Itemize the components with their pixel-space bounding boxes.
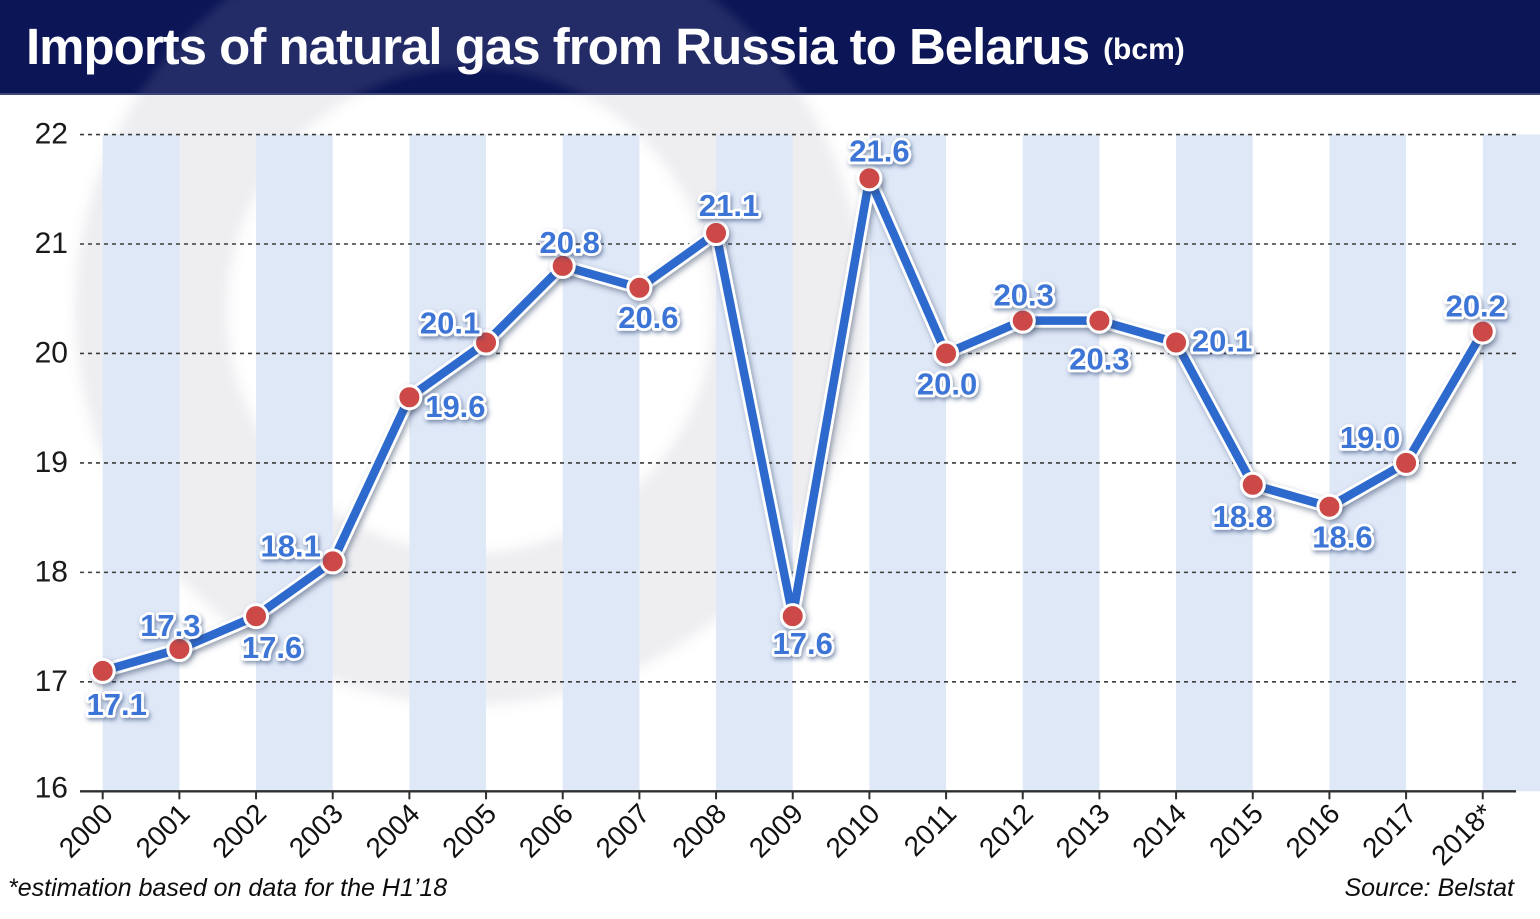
data-label-2017: 19.0	[1340, 420, 1400, 455]
y-tick-label: 20	[35, 336, 68, 369]
x-tick-label: 2018*	[1425, 798, 1499, 872]
x-tick-label: 2010	[820, 798, 886, 864]
title-text: Imports of natural gas from Russia to Be…	[26, 18, 1090, 75]
data-label-2003: 18.1	[261, 528, 321, 563]
data-point-2010	[856, 165, 883, 192]
x-tick-label: 2006	[513, 798, 579, 864]
x-tick-label: 2017	[1356, 798, 1422, 864]
x-tick-label: 2008	[666, 798, 732, 864]
x-tick-label: 2001	[130, 798, 196, 864]
y-tick-label: 21	[35, 227, 68, 260]
header-bar: Imports of natural gas from Russia to Be…	[0, 0, 1540, 95]
data-label-2016: 18.6	[1312, 520, 1372, 555]
x-tick-label: 2013	[1050, 798, 1116, 864]
x-tick-label: 2014	[1126, 798, 1192, 864]
data-label-2002: 17.6	[242, 630, 302, 665]
data-label-2012: 20.3	[994, 278, 1054, 313]
y-tick-label: 22	[35, 118, 68, 151]
footnote: *estimation based on data for the H1’18	[8, 874, 448, 902]
x-tick-label: 2016	[1280, 798, 1346, 864]
x-tick-label: 2015	[1203, 798, 1269, 864]
data-label-2018: 20.2	[1446, 289, 1506, 324]
data-point-2015	[1239, 471, 1266, 498]
data-point-2002	[243, 603, 270, 630]
source-credit: Source: Belstat	[1344, 874, 1514, 902]
data-point-2017	[1393, 449, 1420, 476]
data-label-2008: 21.1	[699, 188, 759, 223]
data-point-2007	[626, 274, 653, 301]
data-label-2014: 20.1	[1192, 324, 1252, 359]
data-label-2000: 17.1	[87, 687, 147, 722]
y-tick-label: 17	[35, 665, 68, 698]
data-point-2008	[703, 220, 730, 247]
data-point-2014	[1163, 329, 1190, 356]
data-point-2016	[1316, 493, 1343, 520]
data-point-2012	[1009, 307, 1036, 334]
data-label-2009: 17.6	[773, 626, 833, 661]
data-point-2013	[1086, 307, 1113, 334]
x-tick-label: 2007	[590, 798, 656, 864]
data-label-2011: 20.0	[917, 366, 977, 401]
x-tick-label: 2002	[206, 798, 272, 864]
data-point-2004	[396, 384, 423, 411]
x-tick-label: 2003	[283, 798, 349, 864]
data-point-2003	[319, 548, 346, 575]
page-title: Imports of natural gas from Russia to Be…	[26, 0, 1185, 93]
data-point-2018	[1469, 318, 1496, 345]
y-tick-label: 19	[35, 446, 68, 479]
data-point-2011	[933, 340, 960, 367]
data-point-2009	[779, 603, 806, 630]
x-tick-label: 2011	[898, 798, 963, 863]
unit-label: (bcm)	[1103, 32, 1185, 66]
x-tick-label: 2009	[743, 798, 809, 864]
x-tick-label: 2004	[360, 798, 426, 864]
data-label-2015: 18.8	[1213, 499, 1273, 534]
x-tick-label: 2000	[53, 798, 119, 864]
data-label-2013: 20.3	[1069, 342, 1129, 377]
y-tick-label: 18	[35, 555, 68, 588]
x-tick-label: 2005	[436, 798, 502, 864]
data-label-2004: 19.6	[425, 389, 485, 424]
data-point-2000	[89, 657, 116, 684]
data-label-2010: 21.6	[849, 133, 909, 168]
data-label-2006: 20.8	[540, 225, 600, 260]
year-stripe	[1482, 134, 1540, 792]
y-tick-label: 16	[35, 771, 68, 804]
data-label-2007: 20.6	[618, 300, 678, 335]
x-tick-label: 2012	[973, 798, 1039, 864]
data-label-2001: 17.3	[140, 608, 200, 643]
data-label-2005: 20.1	[420, 306, 480, 341]
